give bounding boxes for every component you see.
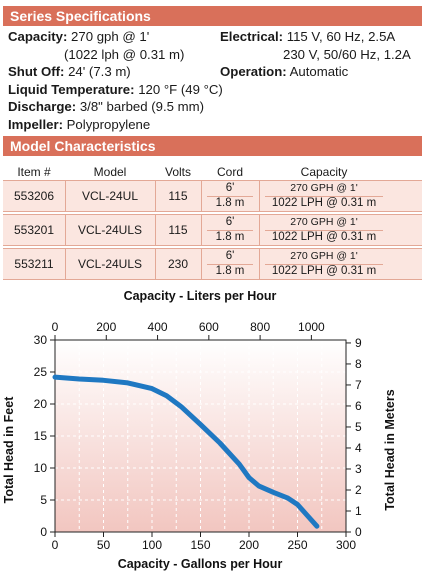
spec-right-column: Electrical: 115 V, 60 Hz, 2.5A 230 V, 50… — [220, 28, 411, 81]
cell-volts: 115 — [168, 189, 188, 203]
model-characteristics-title: Model Characteristics — [10, 138, 156, 154]
cell-cord-m: 1.8 m — [215, 197, 245, 209]
capacity-value: 270 gph @ 1' — [71, 29, 150, 44]
x-tick-label: 0 — [52, 538, 59, 552]
impeller-spec: Impeller: Polypropylene — [8, 116, 223, 134]
cell-item: 553201 — [13, 223, 55, 237]
y2-tick-label: 5 — [355, 420, 362, 434]
chart-top-title: Capacity - Liters per Hour — [124, 289, 277, 303]
operation-spec: Operation: Automatic — [220, 63, 411, 81]
y-tick-label: 30 — [34, 333, 48, 347]
performance-chart: Capacity - Liters per Hour 0 50 100 150 200 2… — [2, 289, 397, 571]
x-tick-label: 150 — [190, 538, 210, 552]
y2-tick-label: 8 — [355, 357, 362, 371]
y2-tick-label: 6 — [355, 399, 362, 413]
model-table: Item # Model Volts Cord Capacity 553206 … — [3, 163, 422, 282]
model-table-header: Item # Model Volts Cord Capacity — [3, 163, 422, 180]
x-tick-label: 200 — [239, 538, 259, 552]
y2-tick-label: 4 — [355, 441, 362, 455]
cell-cord-ft: 6' — [225, 250, 235, 262]
cell-item: 553211 — [14, 257, 54, 271]
y-tick-label: 20 — [34, 397, 48, 411]
table-row: 553201 VCL-24ULS 115 6' 1.8 m 270 GPH @ … — [3, 214, 422, 246]
discharge-label: Discharge: — [8, 99, 77, 114]
cell-cap-lph: 1022 LPH @ 0.31 m — [271, 231, 377, 243]
col-model: Model — [93, 165, 127, 179]
y-tick-label: 15 — [34, 429, 48, 443]
col-cord: Cord — [216, 165, 243, 179]
spec-left-column: Capacity: 270 gph @ 1' (1022 lph @ 0.31 … — [8, 28, 223, 133]
cell-cap-lph: 1022 LPH @ 0.31 m — [271, 265, 377, 277]
cell-cap-gph: 270 GPH @ 1' — [290, 250, 358, 262]
y-tick-label: 10 — [34, 461, 48, 475]
col-capacity: Capacity — [300, 165, 348, 179]
x-tick-label: 100 — [142, 538, 162, 552]
model-characteristics-header: Model Characteristics — [3, 136, 422, 156]
table-row: 553211 VCL-24ULS 230 6' 1.8 m 270 GPH @ … — [3, 248, 422, 280]
x2-tick-label: 1000 — [298, 320, 325, 334]
series-specifications-header: Series Specifications — [3, 6, 422, 26]
y2-tick-label: 7 — [355, 378, 362, 392]
cell-cap-gph: 270 GPH @ 1' — [290, 182, 358, 194]
operation-value: Automatic — [289, 64, 349, 79]
shutoff-value: 24' (7.3 m) — [68, 64, 131, 79]
cell-item: 553206 — [13, 189, 55, 203]
operation-label: Operation: — [220, 64, 287, 79]
capacity-value-metric: (1022 lph @ 0.31 m) — [64, 46, 185, 62]
cell-cap-lph: 1022 LPH @ 0.31 m — [271, 197, 377, 209]
y2-tick-label: 0 — [355, 525, 362, 539]
x-axis-label: Capacity - Gallons per Hour — [118, 557, 283, 571]
cell-cord-m: 1.8 m — [215, 265, 245, 277]
x2-tick-label: 400 — [148, 320, 168, 334]
electrical-spec-2: 230 V, 50/60 Hz, 1.2A — [220, 46, 411, 64]
capacity-label: Capacity: — [8, 29, 68, 44]
cell-cord-m: 1.8 m — [215, 231, 245, 243]
electrical-label: Electrical: — [220, 29, 284, 44]
electrical-value: 115 V, 60 Hz, 2.5A — [286, 29, 396, 44]
cell-model: VCL-24UL — [81, 189, 139, 203]
y-tick-label: 25 — [34, 365, 48, 379]
cell-volts: 230 — [167, 257, 189, 271]
x2-tick-label: 0 — [52, 320, 59, 334]
y2-tick-label: 1 — [355, 504, 362, 518]
shutoff-label: Shut Off: — [8, 64, 65, 79]
y-tick-label: 0 — [40, 525, 47, 539]
liquid-temp-value: 120 °F (49 °C) — [138, 81, 223, 97]
y-tick-label: 5 — [40, 493, 47, 507]
x2-tick-label: 200 — [96, 320, 116, 334]
x2-tick-label: 800 — [250, 320, 270, 334]
liquid-temp-spec: Liquid Temperature: 120 °F (49 °C) — [8, 81, 223, 99]
capacity-spec: Capacity: 270 gph @ 1' — [8, 28, 223, 46]
x-tick-label: 50 — [97, 538, 111, 552]
cell-cap-gph: 270 GPH @ 1' — [290, 216, 358, 228]
discharge-value: 3/8" barbed (9.5 mm) — [79, 99, 204, 114]
col-item: Item # — [17, 165, 51, 179]
cell-model: VCL-24ULS — [77, 257, 143, 271]
cell-cord-ft: 6' — [225, 216, 235, 228]
y2-axis-label: Total Head in Meters — [383, 389, 397, 510]
impeller-value: Polypropylene — [66, 116, 151, 132]
y2-tick-label: 9 — [355, 336, 362, 350]
electrical-value-2: 230 V, 50/60 Hz, 1.2A — [283, 46, 411, 62]
electrical-spec: Electrical: 115 V, 60 Hz, 2.5A — [220, 28, 411, 46]
shutoff-spec: Shut Off: 24' (7.3 m) — [8, 63, 223, 81]
table-row: 553206 VCL-24UL 115 6' 1.8 m 270 GPH @ 1… — [3, 180, 422, 212]
x2-tick-label: 600 — [199, 320, 219, 334]
col-volts: Volts — [164, 165, 191, 179]
y-axis-label: Total Head in Feet — [2, 396, 16, 504]
series-specifications-title: Series Specifications — [10, 8, 151, 24]
cell-cord-ft: 6' — [225, 182, 235, 194]
x-tick-label: 300 — [336, 538, 356, 552]
cell-volts: 115 — [168, 223, 188, 237]
impeller-label: Impeller: — [8, 116, 63, 132]
x-tick-label: 250 — [287, 538, 307, 552]
cell-model: VCL-24ULS — [77, 223, 143, 237]
performance-curve — [52, 374, 320, 529]
y2-tick-label: 2 — [355, 483, 362, 497]
liquid-temp-label: Liquid Temperature: — [8, 81, 135, 97]
discharge-spec: Discharge: 3/8" barbed (9.5 mm) — [8, 98, 223, 116]
y2-tick-label: 3 — [355, 462, 362, 476]
capacity-metric: (1022 lph @ 0.31 m) — [8, 46, 223, 64]
